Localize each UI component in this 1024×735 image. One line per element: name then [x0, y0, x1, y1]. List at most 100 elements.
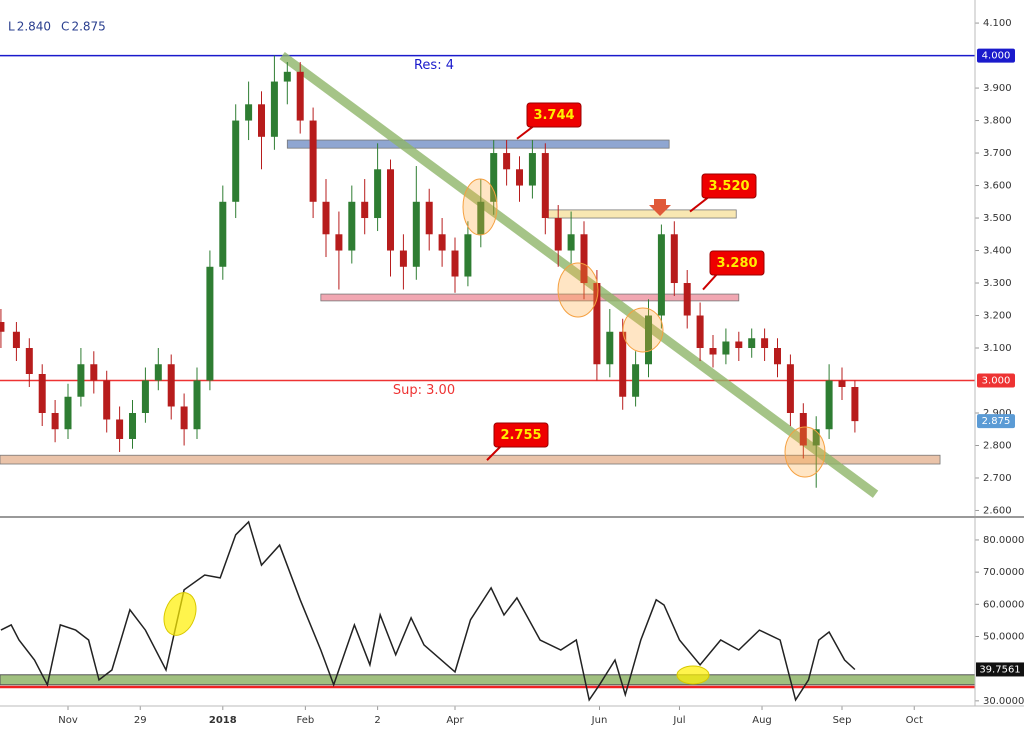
readout-value: 2.875	[71, 20, 105, 34]
candle-body	[270, 81, 278, 137]
level-label: Sup: 3.00	[393, 383, 455, 398]
candle-body	[580, 234, 588, 284]
candle-body	[103, 380, 111, 420]
candle-body	[90, 364, 98, 381]
candle-body	[619, 331, 627, 397]
candle-body	[64, 396, 72, 430]
candle-body	[399, 250, 407, 267]
x-tick-label: 29	[134, 715, 147, 726]
x-tick-label: Jul	[672, 715, 685, 726]
y-tick-label: 2.900	[983, 408, 1012, 419]
candle-body	[116, 419, 124, 439]
candle-body	[425, 201, 433, 235]
candle-body	[528, 153, 536, 186]
y-tick-label: 3.400	[983, 246, 1012, 257]
x-tick-label: Apr	[446, 715, 464, 726]
zone	[0, 454, 941, 465]
readout-value: 2.840	[17, 20, 51, 34]
candle-body	[12, 331, 20, 349]
y-tick-label: 60.0000	[983, 599, 1024, 610]
candle-body	[412, 201, 420, 267]
callout-label: 2.755	[500, 428, 541, 443]
candle-body	[490, 153, 498, 202]
callout-box	[709, 250, 765, 276]
candle-body	[77, 364, 85, 397]
y-tick-label: 2.800	[983, 440, 1012, 451]
y-tick-label: 3.300	[983, 278, 1012, 289]
candle-body	[193, 380, 201, 430]
price-tag-label: 4.000	[982, 51, 1011, 62]
price-tag-label: 2.875	[982, 416, 1011, 427]
x-tick-label: Aug	[752, 715, 772, 726]
candle-body	[167, 364, 175, 407]
plot	[0, 55, 859, 702]
highlight	[676, 665, 710, 685]
highlight	[784, 426, 826, 478]
candle-body	[696, 315, 704, 349]
candle-body	[670, 234, 678, 284]
candle-body	[154, 364, 162, 381]
y-tick-label: 2.700	[983, 473, 1012, 484]
level-label: Res: 4	[414, 58, 454, 73]
arrow-marker	[649, 199, 671, 216]
candle-body	[335, 234, 343, 251]
x-tick-label: 2	[374, 715, 380, 726]
candle-body	[374, 169, 382, 219]
candle-body	[799, 412, 807, 446]
candle-body	[387, 169, 395, 251]
y-tick-label: 3.100	[983, 343, 1012, 354]
x-tick-label: Feb	[297, 715, 315, 726]
candle-body	[477, 201, 485, 235]
value-tag	[976, 662, 1024, 677]
highlight	[163, 592, 197, 636]
highlight	[557, 262, 599, 318]
trendline	[279, 51, 879, 498]
candle-body	[283, 71, 291, 82]
callout-label: 3.744	[533, 108, 574, 123]
callout-pointer	[702, 272, 719, 291]
candle-body	[567, 234, 575, 251]
y-tick-label: 3.900	[983, 83, 1012, 94]
candle-body	[786, 364, 794, 413]
y-tick-label: 80.0000	[983, 535, 1024, 546]
y-tick-label: 70.0000	[983, 567, 1024, 578]
x-tick-label: Sep	[833, 715, 852, 726]
highlight	[462, 178, 498, 236]
y-tick-label: 30.0000	[983, 696, 1024, 707]
highlight	[622, 307, 664, 353]
callout-label: 3.520	[708, 179, 749, 194]
price-tag	[977, 373, 1015, 388]
candle-body	[645, 315, 653, 365]
band	[0, 674, 976, 686]
callout-pointer	[486, 444, 503, 461]
candle-body	[838, 380, 846, 387]
price-tag	[977, 48, 1015, 63]
candle-body	[348, 201, 356, 251]
candle-body	[451, 250, 459, 277]
candle-body	[232, 120, 240, 202]
callout-label: 3.280	[716, 256, 757, 271]
candle-body	[296, 71, 304, 121]
candle-body	[503, 153, 511, 170]
callout-box	[526, 102, 582, 128]
y-tick-label: 3.700	[983, 148, 1012, 159]
candle-body	[683, 283, 691, 316]
candle-body	[632, 364, 640, 397]
overlay: L 2.840 C 2.8752.6002.7002.8002.9003.1003.2…	[8, 18, 1024, 726]
candle-body	[812, 429, 820, 446]
candle-body	[541, 153, 549, 219]
candle-body	[554, 218, 562, 251]
candle-body	[761, 338, 769, 349]
candle-body	[709, 348, 717, 355]
zone	[547, 209, 737, 219]
candle-body	[657, 234, 665, 316]
candle-body	[735, 341, 743, 349]
candle-body	[748, 338, 756, 349]
candle-body	[606, 331, 614, 365]
candle-body	[322, 201, 330, 235]
lower-highlights	[163, 592, 710, 685]
candle-body	[361, 201, 369, 219]
x-tick-label: Nov	[58, 715, 78, 726]
candle-body	[206, 266, 214, 381]
